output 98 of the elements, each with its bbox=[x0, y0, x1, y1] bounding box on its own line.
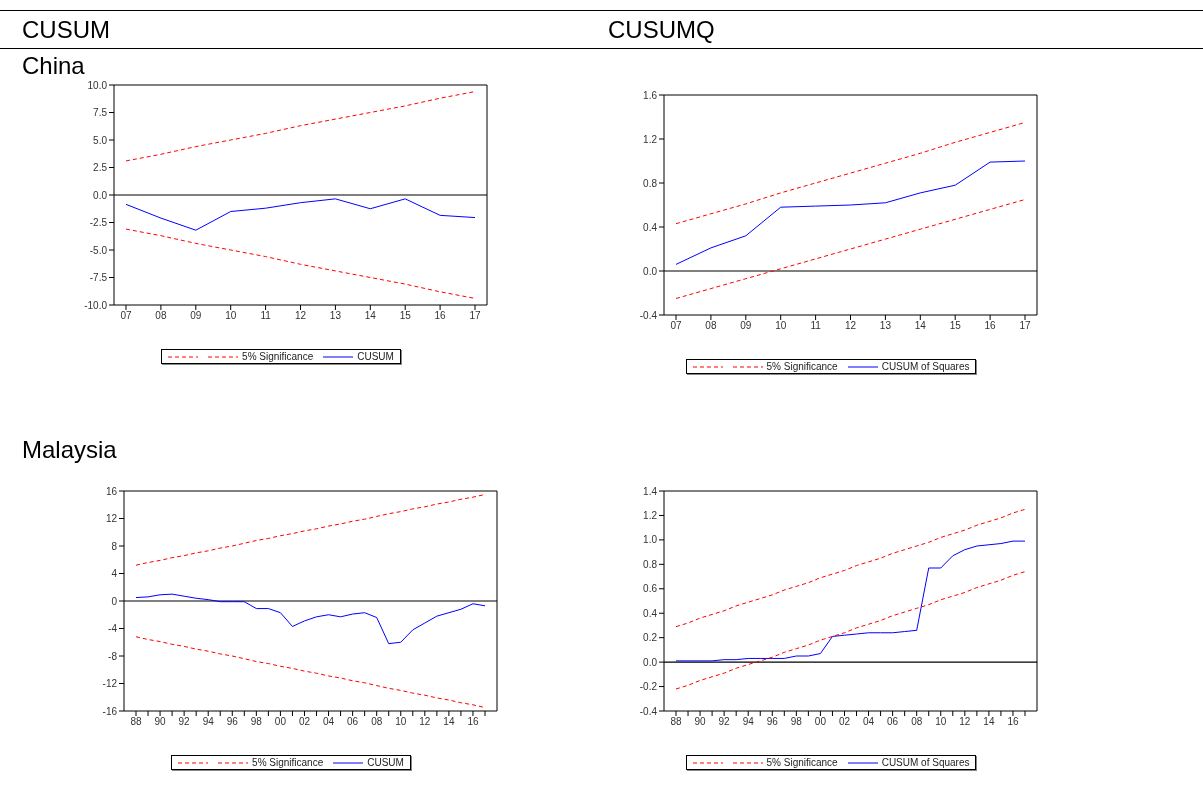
x-tick-label: 06 bbox=[347, 716, 359, 728]
x-tick-label: 04 bbox=[862, 716, 875, 728]
y-tick-label: -7.5 bbox=[89, 272, 108, 284]
y-tick-label: -16 bbox=[102, 705, 118, 717]
legend-label: 5% Significance bbox=[241, 351, 314, 362]
x-tick-label: 00 bbox=[814, 716, 827, 728]
y-tick-label: 12 bbox=[105, 513, 118, 525]
x-tick-label: 17 bbox=[469, 310, 481, 322]
chart-subtitle: China bbox=[22, 52, 85, 80]
x-tick-label: 07 bbox=[670, 320, 682, 332]
x-tick-label: 08 bbox=[155, 310, 167, 322]
y-tick-label: 1.6 bbox=[643, 89, 658, 101]
y-tick-label: -0.4 bbox=[639, 309, 658, 321]
y-tick-label: -2.5 bbox=[89, 217, 108, 229]
x-tick-label: 10 bbox=[225, 310, 237, 322]
legend-label: 5% Significance bbox=[765, 757, 838, 768]
x-tick-label: 11 bbox=[810, 320, 822, 332]
y-tick-label: 0.4 bbox=[643, 607, 658, 619]
x-tick-label: 04 bbox=[322, 716, 335, 728]
x-tick-label: 14 bbox=[443, 716, 455, 728]
x-tick-label: 15 bbox=[949, 320, 962, 332]
y-tick-label: 8 bbox=[111, 540, 118, 552]
chart-title: CUSUM bbox=[22, 16, 110, 44]
y-tick-label: -0.4 bbox=[639, 705, 658, 717]
y-tick-label: 0.6 bbox=[643, 583, 658, 595]
x-tick-label: 12 bbox=[419, 716, 431, 728]
x-tick-label: 90 bbox=[154, 716, 167, 728]
x-tick-label: 10 bbox=[395, 716, 407, 728]
x-tick-label: 06 bbox=[887, 716, 899, 728]
y-tick-label: 10.0 bbox=[87, 79, 108, 91]
x-tick-label: 16 bbox=[434, 310, 447, 322]
legend-label: 5% Significance bbox=[251, 757, 324, 768]
x-tick-label: 00 bbox=[274, 716, 287, 728]
y-tick-label: -0.2 bbox=[639, 681, 658, 693]
x-tick-label: 13 bbox=[329, 310, 342, 322]
chart-title: CUSUMQ bbox=[608, 16, 715, 44]
x-tick-label: 94 bbox=[202, 716, 215, 728]
x-tick-label: 94 bbox=[742, 716, 755, 728]
x-tick-label: 10 bbox=[935, 716, 947, 728]
x-tick-label: 98 bbox=[250, 716, 263, 728]
x-tick-label: 88 bbox=[130, 716, 142, 728]
y-tick-label: 4 bbox=[111, 568, 118, 580]
x-tick-label: 88 bbox=[670, 716, 682, 728]
y-tick-label: 5.0 bbox=[93, 134, 108, 146]
x-tick-label: 12 bbox=[959, 716, 971, 728]
x-tick-label: 15 bbox=[399, 310, 412, 322]
x-tick-label: 09 bbox=[740, 320, 752, 332]
x-tick-label: 10 bbox=[775, 320, 787, 332]
legend-label: CUSUM of Squares bbox=[880, 757, 970, 768]
x-tick-label: 09 bbox=[190, 310, 202, 322]
x-tick-label: 14 bbox=[364, 310, 377, 322]
y-tick-label: 1.2 bbox=[643, 509, 658, 521]
x-tick-label: 11 bbox=[260, 310, 272, 322]
x-tick-label: 16 bbox=[1007, 716, 1019, 728]
x-tick-label: 08 bbox=[371, 716, 383, 728]
x-tick-label: 02 bbox=[298, 716, 311, 728]
x-tick-label: 14 bbox=[983, 716, 995, 728]
y-tick-label: -10.0 bbox=[84, 299, 108, 311]
x-tick-label: 17 bbox=[1019, 320, 1031, 332]
x-tick-label: 12 bbox=[294, 310, 307, 322]
x-tick-label: 08 bbox=[911, 716, 923, 728]
y-tick-label: 16 bbox=[105, 485, 118, 497]
y-tick-label: 0.8 bbox=[643, 558, 658, 570]
y-tick-label: 2.5 bbox=[93, 162, 108, 174]
x-tick-label: 16 bbox=[467, 716, 479, 728]
legend-label: 5% Significance bbox=[765, 361, 838, 372]
x-tick-label: 12 bbox=[844, 320, 857, 332]
legend-label: CUSUM bbox=[366, 757, 404, 768]
y-tick-label: -8 bbox=[108, 650, 118, 662]
y-tick-label: 0.0 bbox=[93, 189, 108, 201]
y-tick-label: 0.0 bbox=[643, 265, 658, 277]
x-tick-label: 98 bbox=[790, 716, 803, 728]
y-tick-label: -12 bbox=[102, 678, 118, 690]
y-tick-label: 1.0 bbox=[643, 534, 658, 546]
y-tick-label: -4 bbox=[108, 623, 118, 635]
y-tick-label: 1.2 bbox=[643, 133, 658, 145]
y-tick-label: 7.5 bbox=[93, 107, 108, 119]
x-tick-label: 96 bbox=[226, 716, 239, 728]
y-tick-label: -5.0 bbox=[89, 244, 108, 256]
x-tick-label: 13 bbox=[879, 320, 892, 332]
legend-label: CUSUM of Squares bbox=[880, 361, 970, 372]
y-tick-label: 0.0 bbox=[643, 656, 658, 668]
legend-label: CUSUM bbox=[356, 351, 394, 362]
y-tick-label: 1.4 bbox=[643, 485, 658, 497]
chart-subtitle: Malaysia bbox=[22, 436, 117, 464]
y-tick-label: 0.4 bbox=[643, 221, 658, 233]
x-tick-label: 08 bbox=[705, 320, 717, 332]
x-tick-label: 90 bbox=[694, 716, 707, 728]
y-tick-label: 0 bbox=[111, 595, 118, 607]
x-tick-label: 96 bbox=[766, 716, 779, 728]
x-tick-label: 07 bbox=[120, 310, 132, 322]
x-tick-label: 92 bbox=[178, 716, 191, 728]
x-tick-label: 92 bbox=[718, 716, 731, 728]
x-tick-label: 14 bbox=[914, 320, 927, 332]
x-tick-label: 16 bbox=[984, 320, 997, 332]
y-tick-label: 0.8 bbox=[643, 177, 658, 189]
y-tick-label: 0.2 bbox=[643, 632, 658, 644]
x-tick-label: 02 bbox=[838, 716, 851, 728]
